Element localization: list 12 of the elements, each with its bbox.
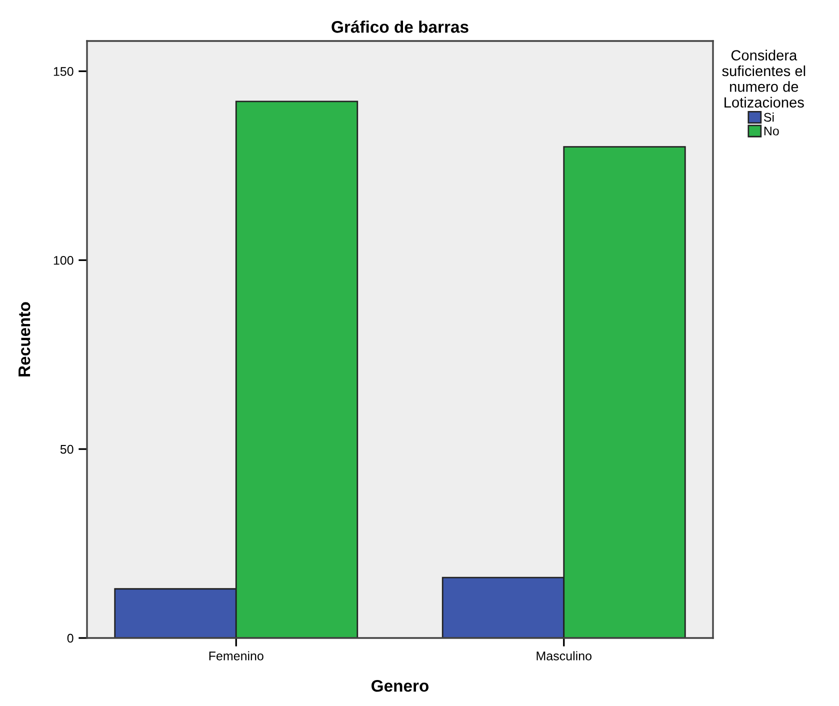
- y-tick-label: 150: [54, 67, 74, 76]
- chart-title: Gráfico de barras: [332, 20, 468, 33]
- legend-label: Si: [764, 112, 774, 122]
- legend-title: Considera suficientes el numero de Lotizaciones: [722, 50, 806, 108]
- x-axis-title: Genero: [372, 680, 429, 692]
- x-tick-label: Femenino: [209, 651, 264, 660]
- y-axis-title: Recuento: [18, 302, 30, 376]
- y-tick-label: 100: [54, 256, 74, 265]
- legend-label: No: [764, 126, 779, 136]
- y-tick-label: 50: [60, 444, 74, 454]
- y-tick-label: 0: [67, 634, 74, 643]
- x-tick-label: Masculino: [536, 651, 592, 660]
